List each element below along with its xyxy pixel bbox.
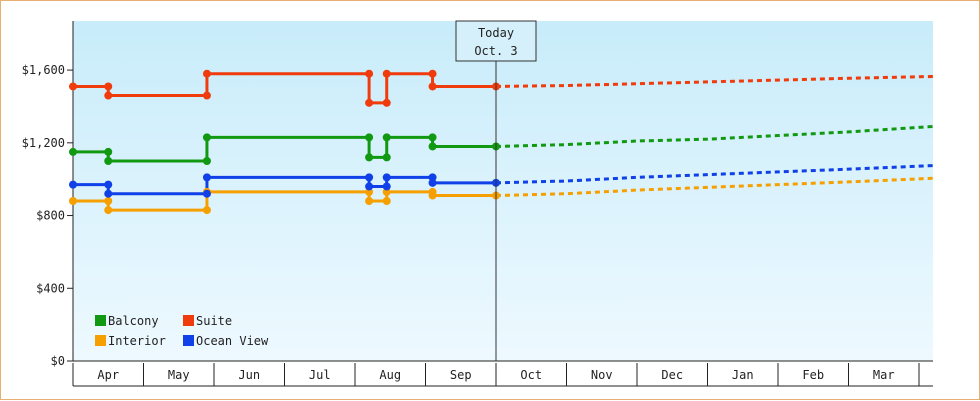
data-point: [382, 182, 391, 191]
data-point: [69, 180, 77, 189]
data-point: [428, 82, 437, 91]
data-point: [428, 69, 437, 78]
data-point: [104, 91, 113, 100]
data-point: [202, 206, 211, 215]
data-point: [69, 197, 77, 205]
data-point: [365, 197, 374, 205]
data-point: [104, 180, 113, 189]
x-tick-label: Oct: [520, 368, 542, 382]
data-point: [104, 197, 113, 205]
legend-swatch: [95, 315, 106, 326]
data-point: [69, 147, 77, 156]
data-point: [104, 157, 113, 165]
data-point: [382, 133, 391, 142]
x-tick-label: Dec: [661, 368, 683, 382]
data-point: [365, 69, 374, 78]
y-tick-label: $1,200: [22, 136, 65, 150]
legend-label: Ocean View: [196, 334, 269, 348]
y-tick-label: $400: [36, 281, 65, 295]
x-tick-label: Apr: [97, 368, 119, 382]
data-point: [382, 98, 391, 107]
data-point: [382, 197, 391, 205]
x-tick-label: May: [168, 368, 190, 382]
data-point: [382, 173, 391, 182]
x-tick-label: Aug: [379, 368, 401, 382]
y-tick-label: $0: [51, 354, 65, 368]
data-point: [202, 69, 211, 78]
data-point: [365, 98, 374, 107]
data-point: [382, 69, 391, 78]
legend-label: Interior: [108, 334, 166, 348]
data-point: [104, 189, 113, 198]
data-point: [69, 82, 77, 91]
x-tick-label: Mar: [873, 368, 895, 382]
plot-background: [73, 21, 933, 361]
data-point: [428, 191, 437, 200]
data-point: [365, 173, 374, 182]
x-tick-label: Nov: [591, 368, 613, 382]
legend-label: Suite: [196, 314, 232, 328]
data-point: [202, 173, 211, 182]
data-point: [202, 133, 211, 142]
data-point: [104, 82, 113, 91]
data-point: [365, 133, 374, 142]
data-point: [202, 189, 211, 198]
series-line-forecast: [495, 124, 934, 148]
data-point: [365, 182, 374, 191]
today-label: Today: [478, 26, 514, 40]
x-tick-label: Jan: [732, 368, 754, 382]
data-point: [202, 157, 211, 165]
data-point: [428, 133, 437, 142]
x-tick-label: Jul: [309, 368, 331, 382]
data-point: [365, 153, 374, 162]
series-line-forecast: [495, 164, 934, 185]
today-date: Oct. 3: [474, 44, 517, 58]
x-tick-label: Jun: [238, 368, 260, 382]
data-point: [104, 147, 113, 156]
y-tick-label: $1,600: [22, 63, 65, 77]
legend-swatch: [183, 315, 194, 326]
data-point: [428, 142, 437, 151]
x-tick-label: Sep: [450, 368, 472, 382]
legend-swatch: [183, 335, 194, 346]
y-tick-label: $800: [36, 209, 65, 223]
data-point: [382, 153, 391, 162]
legend-swatch: [95, 335, 106, 346]
data-point: [104, 206, 113, 215]
data-point: [202, 91, 211, 100]
series-line-forecast: [495, 176, 934, 198]
series-line-forecast: [495, 74, 934, 88]
legend-label: Balcony: [108, 314, 159, 328]
today-box: [455, 20, 537, 62]
data-point: [428, 178, 437, 187]
x-tick-label: Feb: [802, 368, 824, 382]
